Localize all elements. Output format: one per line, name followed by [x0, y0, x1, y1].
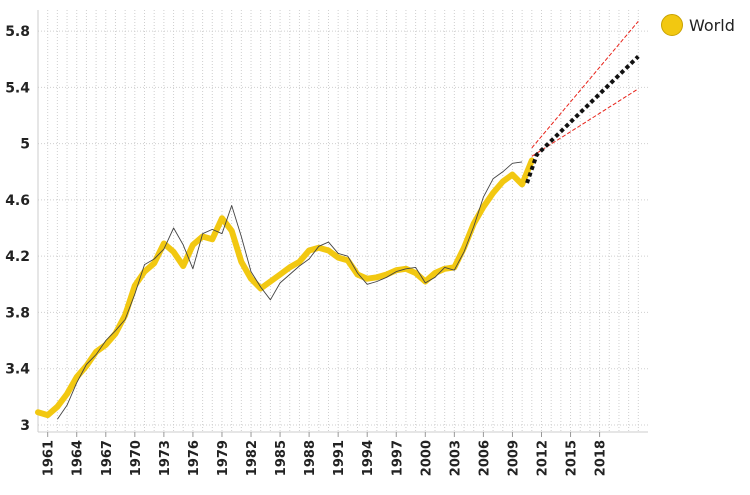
y-tick-label: 3: [20, 418, 30, 434]
x-tick-label: 1994: [361, 440, 376, 476]
legend[interactable]: World: [661, 14, 735, 36]
y-tick-label: 3.8: [5, 305, 30, 321]
x-tick-label: 2009: [506, 440, 521, 476]
y-tick-label: 5.8: [5, 24, 30, 40]
y-tick-label: 4.6: [5, 193, 30, 209]
x-tick-label: 2012: [535, 440, 550, 476]
x-tick-label: 1961: [42, 440, 57, 476]
x-tick-label: 1976: [187, 440, 202, 476]
y-tick-label: 5: [20, 137, 30, 153]
forecast-upper-bound: [531, 20, 639, 149]
legend-label: World: [689, 15, 735, 35]
x-tick-label: 2006: [477, 440, 492, 476]
x-tick-label: 1967: [100, 440, 115, 476]
y-tick-label: 5.4: [5, 80, 30, 96]
world-legend-swatch-icon: [661, 14, 683, 36]
x-tick-label: 1964: [71, 440, 86, 476]
y-tick-label: 3.4: [5, 362, 30, 378]
x-tick-label: 2018: [594, 440, 609, 476]
x-tick-label: 1979: [216, 440, 231, 476]
x-tick-label: 2003: [448, 440, 463, 476]
x-tick-label: 1988: [303, 440, 318, 476]
series-line-world: [35, 157, 535, 419]
y-tick-label: 4.2: [5, 249, 30, 265]
x-tick-label: 2015: [565, 440, 580, 476]
forecast-line: [525, 54, 640, 184]
series-line-smoothed: [57, 161, 523, 420]
x-tick-label: 1985: [274, 440, 289, 476]
x-tick-label: 1973: [158, 440, 173, 476]
x-tick-label: 1982: [245, 440, 260, 476]
x-tick-label: 1991: [332, 440, 347, 476]
x-tick-label: 1997: [390, 440, 405, 476]
x-tick-label: 2000: [419, 440, 434, 476]
x-tick-label: 1970: [129, 440, 144, 476]
